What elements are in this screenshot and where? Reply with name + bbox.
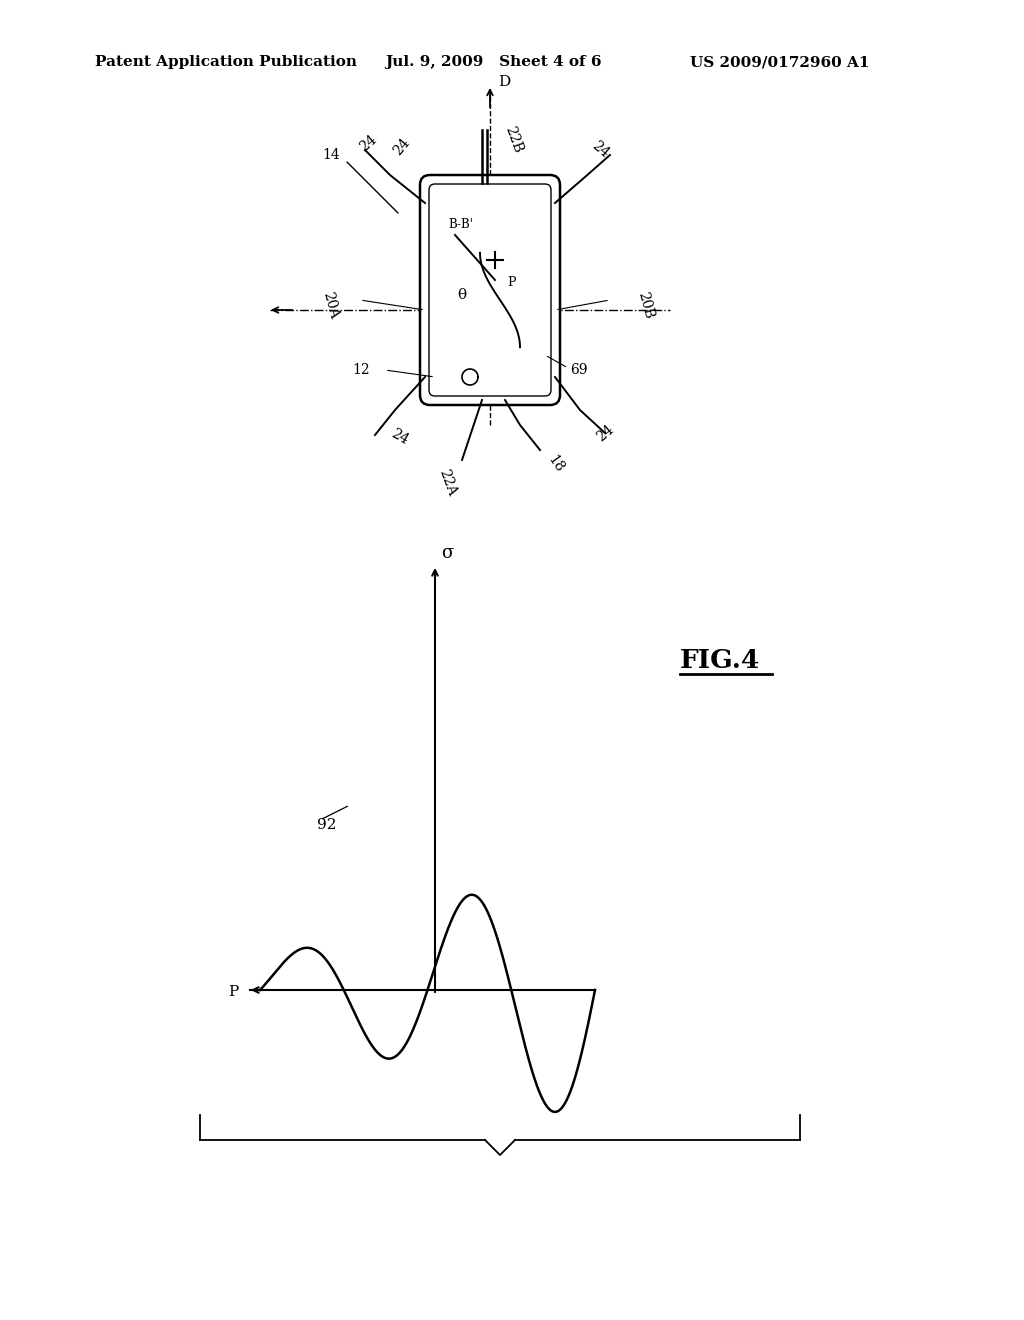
Text: 24: 24 xyxy=(391,136,413,158)
Text: 20A: 20A xyxy=(319,290,341,319)
Text: D: D xyxy=(498,75,510,88)
Text: 20B: 20B xyxy=(635,290,655,321)
Text: 24: 24 xyxy=(389,426,411,447)
FancyBboxPatch shape xyxy=(420,176,560,405)
Text: P: P xyxy=(507,276,515,289)
Text: 24: 24 xyxy=(594,422,616,444)
Text: 22A: 22A xyxy=(436,467,460,498)
Text: 22B: 22B xyxy=(502,124,524,156)
Text: P: P xyxy=(227,985,238,999)
Text: 12: 12 xyxy=(352,363,370,378)
Text: 18: 18 xyxy=(545,453,566,475)
Text: 24: 24 xyxy=(356,132,379,154)
FancyBboxPatch shape xyxy=(429,183,551,396)
Text: FIG.4: FIG.4 xyxy=(680,648,761,672)
Text: B-B': B-B' xyxy=(449,219,473,231)
Text: US 2009/0172960 A1: US 2009/0172960 A1 xyxy=(690,55,869,69)
Text: 14: 14 xyxy=(323,148,340,162)
Text: Patent Application Publication: Patent Application Publication xyxy=(95,55,357,69)
Text: 92: 92 xyxy=(317,818,337,832)
Text: θ: θ xyxy=(458,288,467,302)
Text: 24: 24 xyxy=(589,139,611,161)
Text: 69: 69 xyxy=(570,363,588,378)
Text: Jul. 9, 2009   Sheet 4 of 6: Jul. 9, 2009 Sheet 4 of 6 xyxy=(385,55,601,69)
Text: σ: σ xyxy=(441,544,454,562)
